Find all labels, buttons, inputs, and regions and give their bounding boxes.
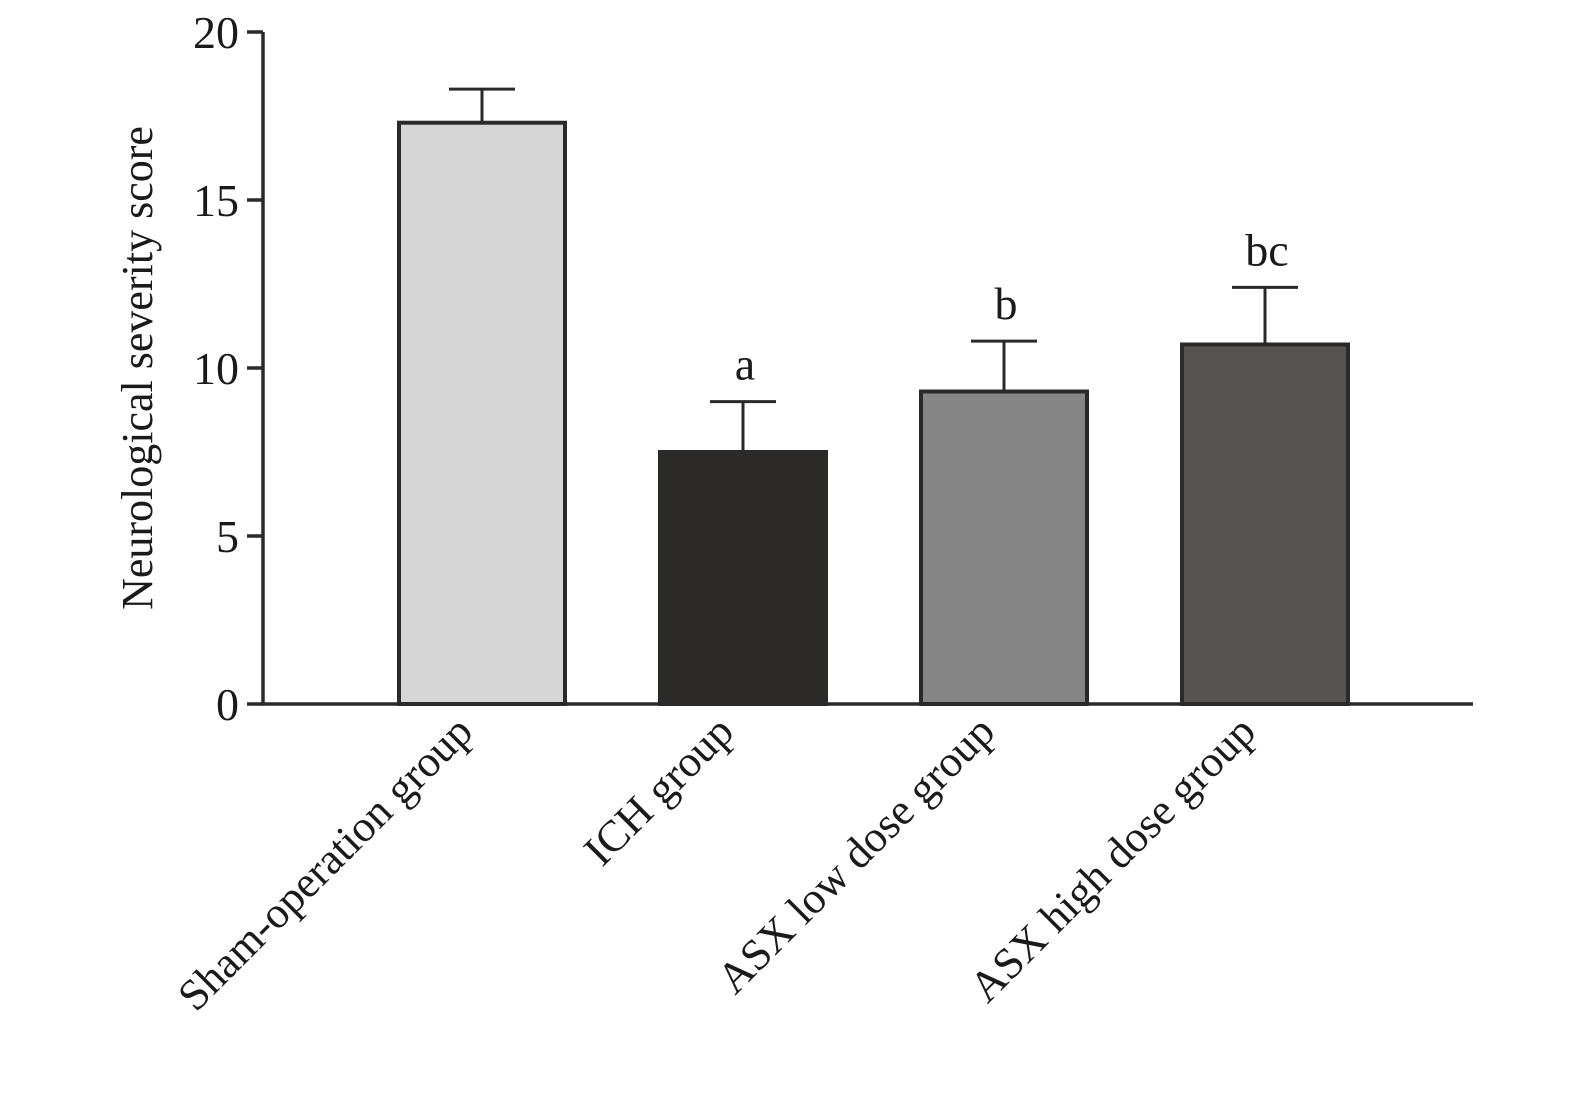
y-tick-label-1: 5 — [216, 511, 239, 562]
x-tick-label-2: ASX low dose group — [708, 706, 1005, 1003]
y-tick-label-2: 10 — [193, 343, 239, 394]
significance-label-3: bc — [1245, 224, 1288, 275]
y-ticks-layer: 0 5 10 15 20 — [193, 7, 263, 730]
bar-1 — [658, 450, 828, 706]
error-bars-layer — [449, 87, 1298, 452]
significance-label-2: b — [995, 278, 1018, 329]
y-tick-label-4: 20 — [193, 7, 239, 58]
bar-0 — [397, 120, 567, 707]
y-tick-label-0: 0 — [216, 679, 239, 730]
bar-2 — [919, 389, 1089, 706]
y-tick-label-3: 15 — [193, 175, 239, 226]
bars-layer — [397, 120, 1350, 707]
x-tick-label-0: Sham-operation group — [168, 706, 482, 1020]
significance-label-1: a — [735, 339, 755, 390]
x-tick-label-3: ASX high dose group — [960, 706, 1265, 1011]
bar-3 — [1180, 342, 1350, 706]
x-tick-label-1: ICH group — [574, 706, 743, 875]
y-axis-title: Neurological severity score — [113, 126, 162, 610]
